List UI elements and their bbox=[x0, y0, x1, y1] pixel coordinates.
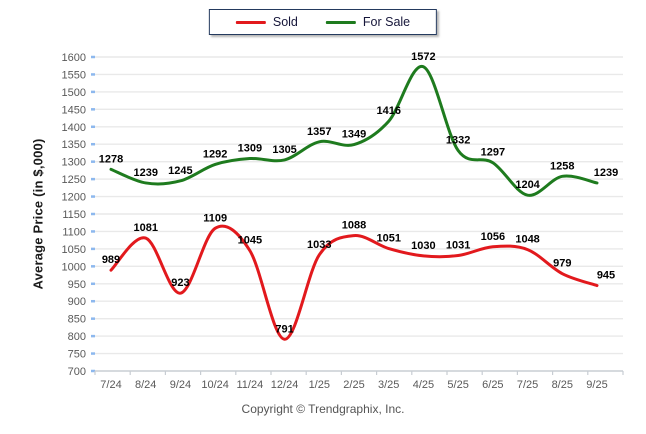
y-axis-tick-label: 1300 bbox=[62, 157, 86, 169]
legend-item-sold: Sold bbox=[235, 15, 298, 29]
y-axis-tick-label: 1100 bbox=[62, 226, 86, 238]
for-sale-data-label: 1258 bbox=[550, 160, 574, 172]
x-axis-tick-label: 10/24 bbox=[201, 379, 229, 391]
x-axis-tick-label: 8/24 bbox=[135, 379, 156, 391]
legend-label-sold: Sold bbox=[272, 15, 298, 29]
sold-data-label: 1051 bbox=[376, 233, 400, 245]
x-axis-tick-label: 3/25 bbox=[378, 379, 399, 391]
y-axis-tick-label: 1450 bbox=[62, 104, 86, 116]
for-sale-data-label: 1572 bbox=[411, 51, 435, 63]
copyright-text: Copyright © Trendgraphix, Inc. bbox=[241, 402, 405, 416]
sold-data-label: 1109 bbox=[203, 212, 227, 224]
for-sale-data-label: 1305 bbox=[272, 144, 296, 156]
y-axis-tick-label: 1050 bbox=[62, 244, 86, 256]
y-axis-tick-label: 950 bbox=[68, 279, 86, 291]
x-axis-tick-label: 9/25 bbox=[586, 379, 607, 391]
sold-line-swatch-icon bbox=[235, 20, 266, 24]
for-sale-data-label: 1357 bbox=[307, 126, 331, 138]
x-axis-tick-label: 12/24 bbox=[271, 379, 299, 391]
chart-legend: Sold For Sale bbox=[208, 9, 438, 35]
for-sale-data-label: 1332 bbox=[446, 135, 470, 147]
for-sale-data-label: 1245 bbox=[168, 165, 192, 177]
sold-data-label: 1081 bbox=[133, 222, 157, 234]
x-axis-tick-label: 1/25 bbox=[309, 379, 330, 391]
sold-data-label: 791 bbox=[275, 323, 293, 335]
y-axis-tick-label: 1350 bbox=[62, 139, 86, 151]
for-sale-data-label: 1349 bbox=[342, 129, 366, 141]
y-axis-tick-label: 1400 bbox=[62, 122, 86, 134]
sold-data-label: 1088 bbox=[342, 220, 366, 232]
sold-data-label: 1031 bbox=[446, 240, 470, 252]
sold-data-label: 979 bbox=[553, 258, 571, 270]
for-sale-data-label: 1292 bbox=[203, 148, 227, 160]
y-axis-tick-label: 850 bbox=[68, 314, 86, 326]
y-axis-tick-label: 1550 bbox=[62, 69, 86, 81]
y-axis-title: Average Price (in $,000) bbox=[30, 138, 46, 290]
sold-data-label: 923 bbox=[171, 277, 189, 289]
y-axis-tick-label: 700 bbox=[68, 366, 86, 378]
x-axis-tick-label: 4/25 bbox=[413, 379, 434, 391]
for-sale-data-label: 1278 bbox=[99, 153, 123, 165]
x-axis-tick-label: 5/25 bbox=[447, 379, 468, 391]
sold-data-label: 1030 bbox=[411, 240, 435, 252]
sold-line bbox=[109, 224, 599, 341]
x-axis-tick-label: 2/25 bbox=[343, 379, 364, 391]
y-axis-tick-label: 1500 bbox=[62, 87, 86, 99]
for-sale-data-label: 1297 bbox=[481, 147, 505, 159]
for-sale-data-label: 1309 bbox=[238, 143, 262, 155]
sold-data-label: 1048 bbox=[515, 234, 539, 246]
y-axis-tick-label: 1000 bbox=[62, 261, 86, 273]
for-sale-data-label: 1416 bbox=[376, 105, 400, 117]
y-axis-tick-label: 1150 bbox=[62, 209, 86, 221]
for-sale-line bbox=[109, 65, 599, 197]
for-sale-data-label: 1204 bbox=[515, 179, 540, 191]
x-axis-tick-label: 8/25 bbox=[552, 379, 573, 391]
y-axis-tick-label: 750 bbox=[68, 349, 86, 361]
for-sale-data-label: 1239 bbox=[594, 167, 618, 179]
y-axis-tick-label: 900 bbox=[68, 296, 86, 308]
sold-data-label: 1045 bbox=[238, 235, 262, 247]
sold-data-label: 989 bbox=[102, 254, 120, 266]
y-axis-tick-label: 1600 bbox=[62, 52, 86, 64]
for-sale-line-swatch-icon bbox=[325, 20, 356, 24]
for-sale-data-label: 1239 bbox=[133, 167, 157, 179]
sold-data-label: 945 bbox=[597, 270, 615, 282]
x-axis-tick-label: 11/24 bbox=[236, 379, 263, 391]
x-axis-tick-label: 6/25 bbox=[482, 379, 503, 391]
x-axis-tick-label: 7/24 bbox=[100, 379, 121, 391]
y-axis-tick-label: 1250 bbox=[62, 174, 86, 186]
x-axis-tick-label: 9/24 bbox=[170, 379, 191, 391]
sold-data-label: 1033 bbox=[307, 239, 331, 251]
sold-data-label: 1056 bbox=[481, 231, 505, 243]
legend-item-for-sale: For Sale bbox=[325, 15, 411, 29]
y-axis-tick-label: 1200 bbox=[62, 192, 86, 204]
legend-label-for-sale: For Sale bbox=[362, 15, 411, 29]
x-axis-tick-label: 7/25 bbox=[517, 379, 538, 391]
y-axis-tick-label: 800 bbox=[68, 331, 86, 343]
